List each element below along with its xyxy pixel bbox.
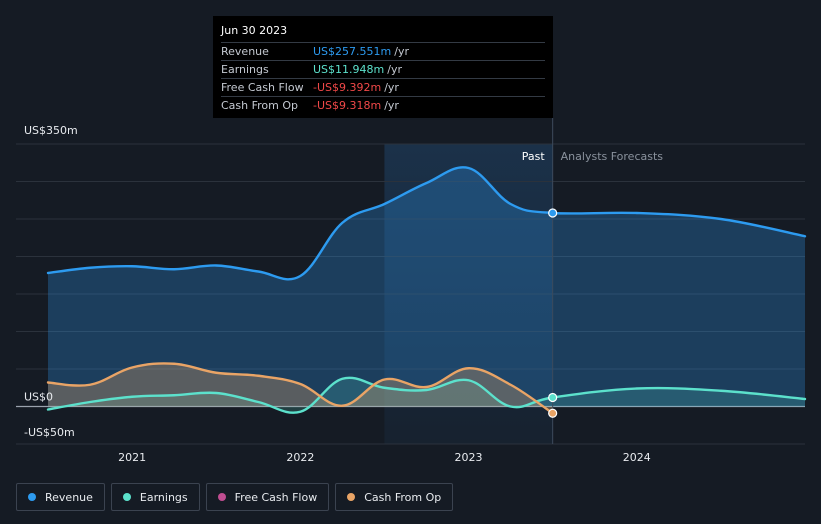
legend-dot-icon (28, 493, 36, 501)
data-tooltip: Jun 30 2023 Revenue US$257.551m /yr Earn… (213, 16, 553, 118)
tooltip-row-earnings: Earnings US$11.948m /yr (221, 60, 545, 78)
x-tick-label: 2023 (455, 451, 483, 464)
y-tick-label: US$350m (24, 124, 78, 137)
chart-legend: Revenue Earnings Free Cash Flow Cash Fro… (16, 483, 454, 511)
y-tick-label: US$0 (24, 391, 53, 404)
legend-label: Revenue (45, 490, 93, 504)
tooltip-value: US$257.551m (313, 45, 392, 58)
tooltip-unit: /yr (394, 45, 409, 58)
legend-item-cash-from-op[interactable]: Cash From Op (335, 483, 454, 511)
tooltip-label: Revenue (221, 45, 269, 58)
revenue-line (46, 166, 807, 281)
legend-item-free-cash-flow[interactable]: Free Cash Flow (205, 483, 330, 511)
legend-label: Earnings (139, 490, 188, 504)
past-label: Past (522, 150, 546, 163)
legend-label: Cash From Op (364, 490, 442, 504)
legend-item-revenue[interactable]: Revenue (16, 483, 105, 511)
legend-dot-icon (347, 493, 356, 501)
earnings-line (46, 376, 807, 414)
cash-from-op-line (46, 362, 554, 415)
legend-item-earnings[interactable]: Earnings (110, 483, 200, 511)
tooltip-value: -US$9.318m (313, 99, 382, 112)
tooltip-row-revenue: Revenue US$257.551m /yr (221, 42, 545, 60)
cash-from-op-area (48, 363, 553, 414)
forecast-label: Analysts Forecasts (561, 150, 664, 163)
tooltip-label: Earnings (221, 63, 269, 76)
tooltip-value: -US$9.392m (313, 81, 382, 94)
tooltip-date: Jun 30 2023 (221, 24, 288, 37)
tooltip-label: Free Cash Flow (221, 81, 304, 94)
revenue-area (48, 167, 805, 407)
legend-label: Free Cash Flow (234, 490, 318, 504)
revenue-marker (548, 208, 558, 218)
legend-dot-icon (122, 493, 131, 501)
tooltip-unit: /yr (384, 99, 399, 112)
tooltip-label: Cash From Op (221, 99, 299, 112)
legend-dot-icon (217, 493, 226, 501)
y-tick-label: -US$50m (24, 426, 75, 439)
x-tick-label: 2024 (623, 451, 651, 464)
tooltip-unit: /yr (384, 81, 399, 94)
x-tick-label: 2021 (118, 451, 146, 464)
cash-from-op-marker (548, 408, 558, 418)
tooltip-row-cash-from-op: Cash From Op -US$9.318m /yr (221, 96, 545, 114)
earnings-area (48, 377, 805, 413)
x-tick-label: 2022 (286, 451, 314, 464)
tooltip-value: US$11.948m (313, 63, 385, 76)
tooltip-unit: /yr (387, 63, 402, 76)
tooltip-row-free-cash-flow: Free Cash Flow -US$9.392m /yr (221, 78, 545, 96)
earnings-marker (548, 392, 558, 403)
